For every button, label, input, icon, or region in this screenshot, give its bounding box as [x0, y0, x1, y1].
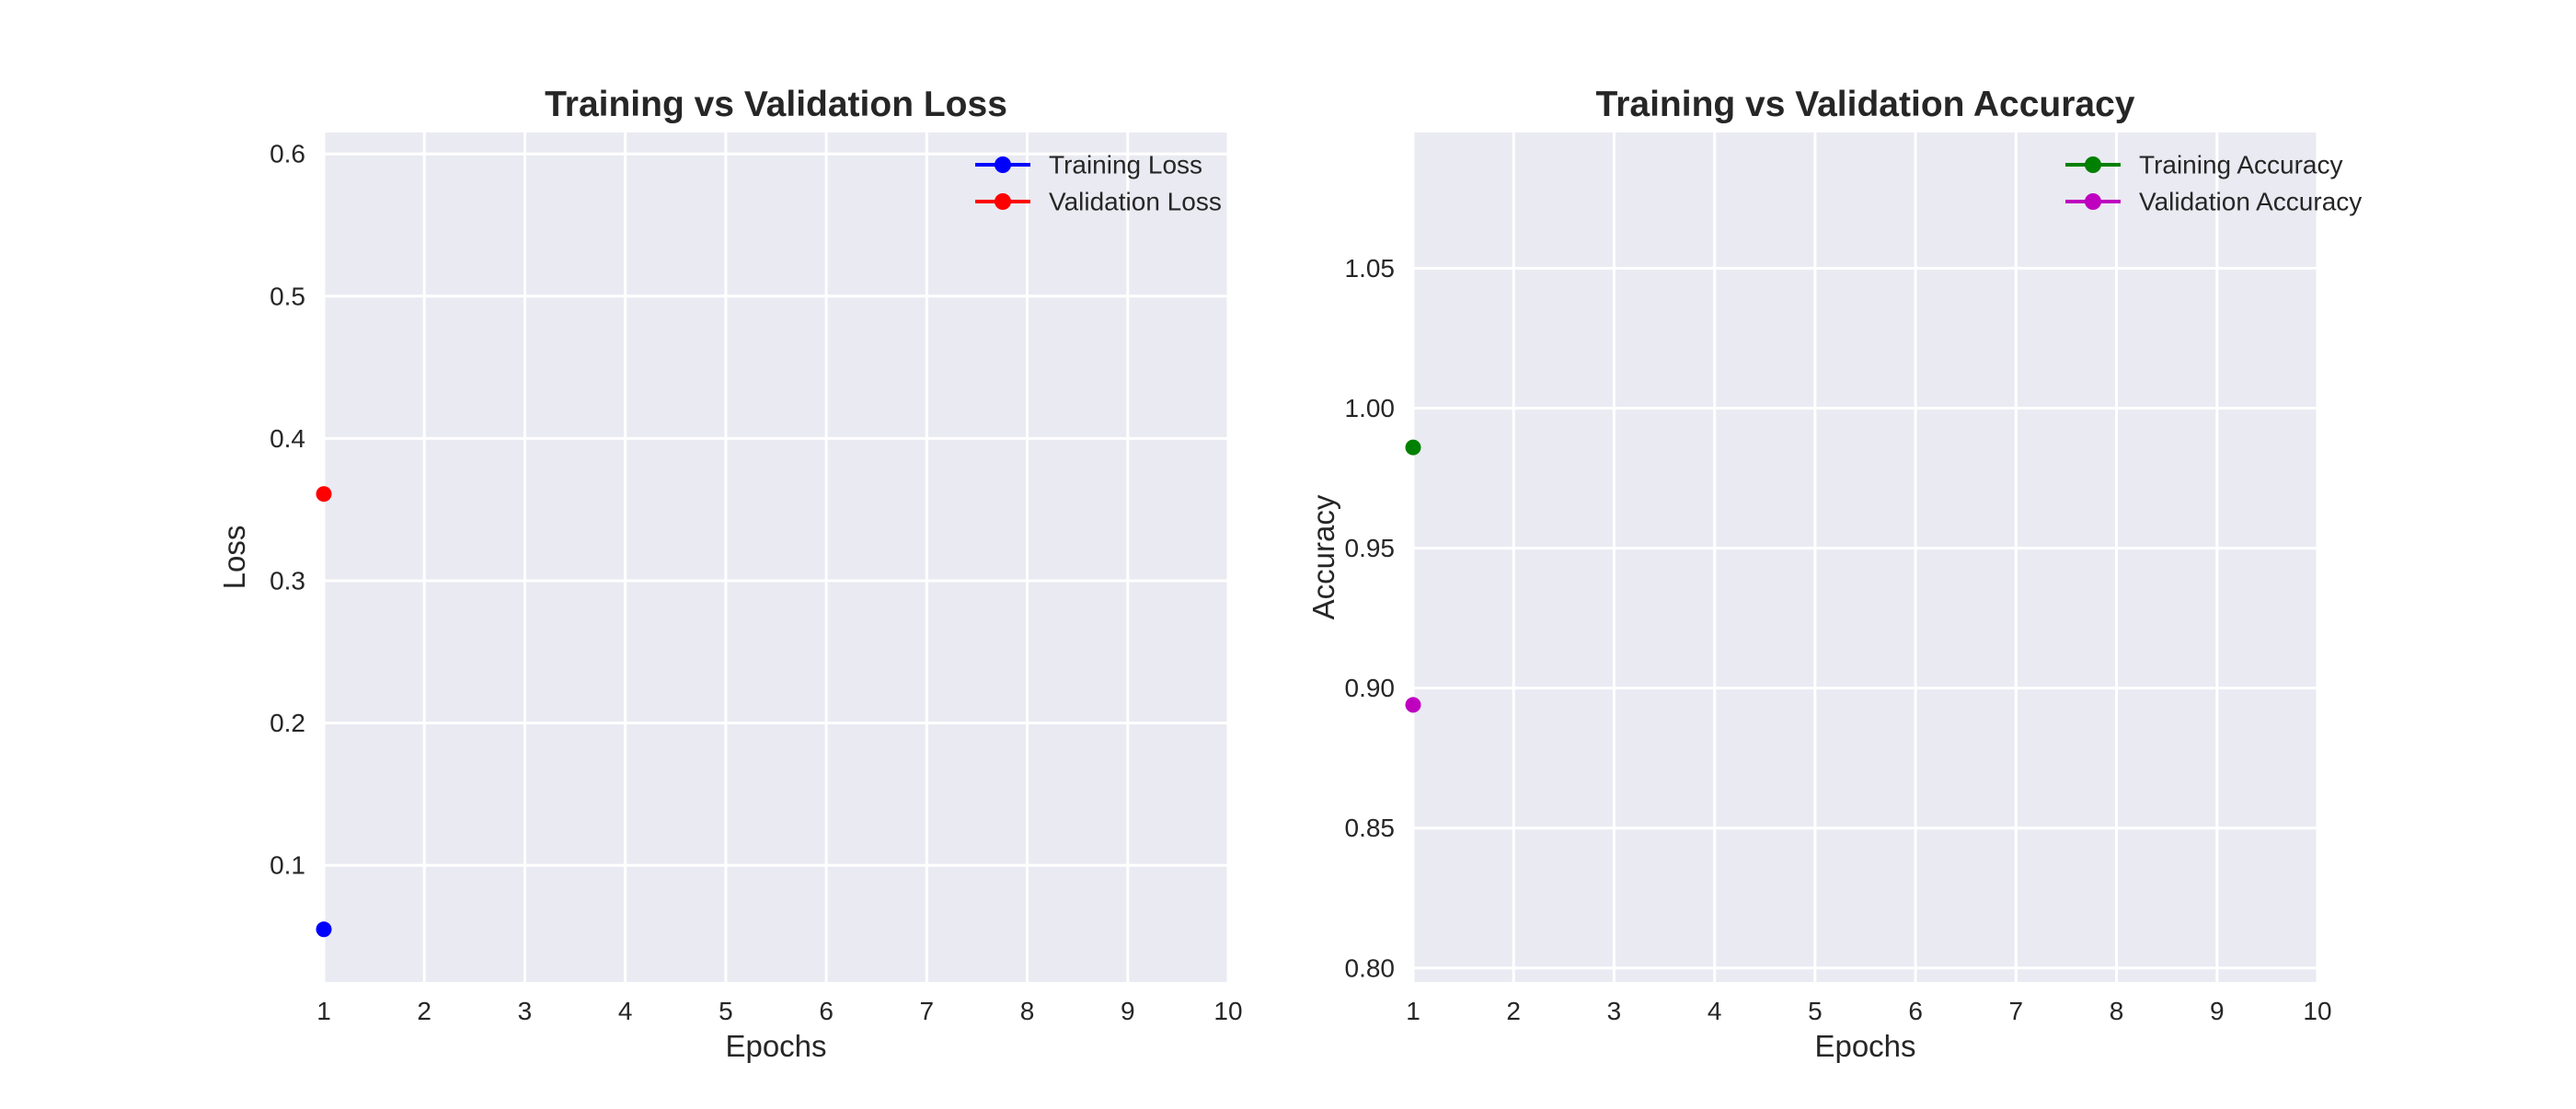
loss-y-tick-label: 0.6	[270, 140, 305, 168]
loss-x-tick-label: 6	[819, 997, 834, 1025]
loss-x-tick-label: 7	[920, 997, 935, 1025]
accuracy-x-tick-label: 6	[1908, 997, 1923, 1025]
loss-data-point	[316, 486, 332, 503]
loss-legend-marker	[995, 193, 1011, 210]
loss-legend-label: Validation Loss	[1049, 188, 1222, 216]
loss-y-tick-label: 0.3	[270, 567, 305, 595]
accuracy-y-tick-label: 0.80	[1345, 953, 1396, 982]
accuracy-x-tick-label: 8	[2110, 997, 2124, 1025]
accuracy-data-point	[1405, 439, 1421, 456]
accuracy-data-point	[1405, 697, 1421, 713]
loss-x-tick-label: 4	[618, 997, 633, 1025]
accuracy-y-tick-label: 0.90	[1345, 674, 1396, 702]
loss-x-tick-label: 2	[417, 997, 431, 1025]
loss-legend-marker	[995, 156, 1011, 173]
loss-x-tick-label: 8	[1020, 997, 1035, 1025]
accuracy-y-axis-label: Accuracy	[1306, 494, 1340, 619]
accuracy-legend-marker	[2085, 156, 2101, 173]
loss-x-tick-label: 3	[518, 997, 533, 1025]
loss-y-axis-label: Loss	[217, 526, 251, 590]
accuracy-x-tick-label: 9	[2210, 997, 2225, 1025]
loss-y-tick-label: 0.2	[270, 709, 305, 737]
accuracy-x-tick-label: 4	[1708, 997, 1722, 1025]
loss-data-point	[316, 921, 332, 938]
loss-x-axis-label: Epochs	[725, 1029, 826, 1063]
accuracy-x-tick-label: 2	[1506, 997, 1521, 1025]
accuracy-legend-label: Validation Accuracy	[2139, 188, 2362, 216]
loss-chart-title: Training vs Validation Loss	[545, 85, 1007, 124]
loss-legend-label: Training Loss	[1049, 151, 1202, 179]
loss-x-tick-label: 5	[719, 997, 733, 1025]
accuracy-x-tick-label: 10	[2303, 997, 2331, 1025]
accuracy-y-tick-label: 1.00	[1345, 394, 1396, 422]
accuracy-x-tick-label: 5	[1808, 997, 1823, 1025]
loss-y-tick-label: 0.4	[270, 424, 305, 453]
accuracy-x-tick-label: 1	[1406, 997, 1420, 1025]
loss-x-tick-label: 1	[316, 997, 331, 1025]
loss-x-tick-label: 9	[1121, 997, 1135, 1025]
loss-x-tick-label: 10	[1213, 997, 1242, 1025]
accuracy-x-tick-label: 7	[2009, 997, 2024, 1025]
loss-y-tick-label: 0.5	[270, 282, 305, 310]
loss-chart-panel: 1 2 3 4 5 6 7 8 9 10 0.1 0.2 0.3 0.4 0.5 0.6 Training vs…	[217, 85, 1243, 1063]
accuracy-y-tick-label: 0.95	[1345, 534, 1396, 562]
accuracy-chart-title: Training vs Validation Accuracy	[1596, 85, 2135, 124]
accuracy-legend-label: Training Accuracy	[2139, 151, 2343, 179]
accuracy-x-tick-label: 3	[1607, 997, 1622, 1025]
accuracy-y-tick-label: 1.05	[1345, 254, 1396, 283]
accuracy-chart-panel: 1 2 3 4 5 6 7 8 9 10 0.80 0.85 0.90 0.95 1.00 1.05 Train…	[1306, 85, 2362, 1063]
loss-y-tick-label: 0.1	[270, 851, 305, 880]
accuracy-plot-area	[1413, 133, 2317, 982]
accuracy-y-tick-label: 0.85	[1345, 814, 1396, 842]
accuracy-x-axis-label: Epochs	[1814, 1029, 1915, 1063]
accuracy-legend-marker	[2085, 193, 2101, 210]
loss-plot-area	[324, 133, 1228, 982]
